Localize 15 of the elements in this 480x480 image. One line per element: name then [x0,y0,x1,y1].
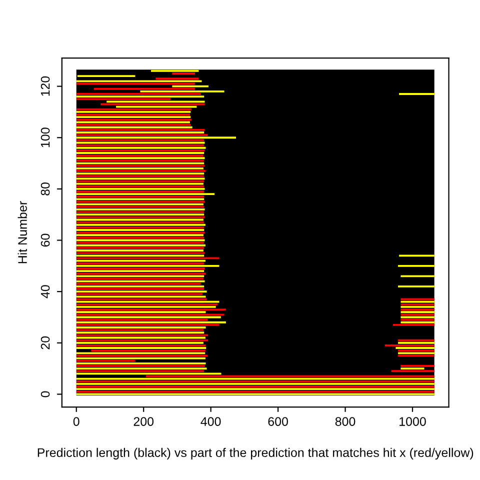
x-tick-label: 800 [335,417,356,426]
x-tick-label: 0 [73,417,80,426]
y-tick-label: 80 [40,182,50,196]
x-tick-label: 600 [268,417,288,426]
y-tick-label: 60 [40,234,50,247]
x-axis-title: Prediction length (black) vs part of the prediction that matches hit x (red/yellow) [38,448,474,460]
y-tick-label: 120 [40,76,50,96]
y-tick-label: 40 [40,285,50,298]
y-tick-label: 20 [40,336,50,350]
y-axis-title: Hit Number [18,201,27,264]
y-tick-label: 0 [40,391,50,398]
x-tick-label: 1000 [400,417,426,426]
x-tick-label: 200 [134,417,154,426]
y-tick-label: 100 [40,128,50,148]
x-tick-label: 400 [200,417,221,426]
